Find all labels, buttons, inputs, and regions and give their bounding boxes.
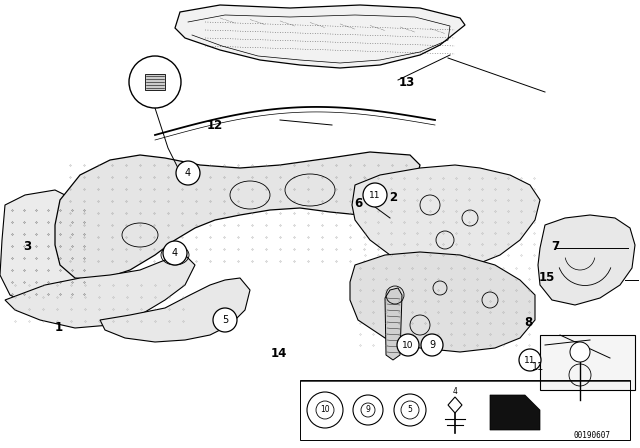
Circle shape	[397, 334, 419, 356]
Circle shape	[570, 342, 590, 362]
Text: 11: 11	[524, 356, 536, 365]
Circle shape	[176, 161, 200, 185]
Polygon shape	[490, 395, 540, 430]
Circle shape	[307, 392, 343, 428]
Polygon shape	[175, 5, 465, 68]
Text: 9: 9	[365, 405, 371, 414]
Circle shape	[213, 308, 237, 332]
Text: 15: 15	[539, 271, 556, 284]
Bar	[300, 380, 630, 440]
Circle shape	[163, 241, 187, 265]
Text: 12: 12	[206, 119, 223, 132]
Polygon shape	[5, 255, 195, 328]
Polygon shape	[352, 165, 540, 270]
Text: 10: 10	[320, 405, 330, 414]
Text: 7: 7	[552, 240, 559, 253]
Bar	[540, 335, 635, 390]
Text: 8: 8	[524, 316, 532, 329]
Text: 14: 14	[270, 347, 287, 361]
Polygon shape	[350, 252, 535, 352]
Text: 5: 5	[222, 315, 228, 325]
Circle shape	[394, 394, 426, 426]
Text: 11: 11	[369, 190, 381, 199]
Text: 4: 4	[172, 248, 178, 258]
Text: 13: 13	[398, 76, 415, 90]
Polygon shape	[55, 152, 420, 280]
Circle shape	[363, 183, 387, 207]
Text: 3: 3	[23, 240, 31, 253]
Text: 1: 1	[55, 320, 63, 334]
Polygon shape	[100, 278, 250, 342]
Text: 6: 6	[355, 197, 362, 211]
Polygon shape	[0, 190, 100, 310]
Text: 9: 9	[429, 340, 435, 350]
Text: 5: 5	[408, 405, 412, 414]
Bar	[145, 74, 165, 90]
Polygon shape	[448, 397, 462, 413]
Circle shape	[421, 334, 443, 356]
Circle shape	[519, 349, 541, 371]
Circle shape	[353, 395, 383, 425]
Text: 4: 4	[452, 387, 458, 396]
Polygon shape	[385, 288, 402, 360]
Text: 10: 10	[403, 340, 413, 349]
Polygon shape	[538, 215, 635, 305]
Text: 11: 11	[531, 362, 544, 372]
Circle shape	[129, 56, 181, 108]
Text: 4: 4	[185, 168, 191, 178]
Text: 00190607: 00190607	[573, 431, 610, 440]
Text: 2: 2	[390, 190, 397, 204]
